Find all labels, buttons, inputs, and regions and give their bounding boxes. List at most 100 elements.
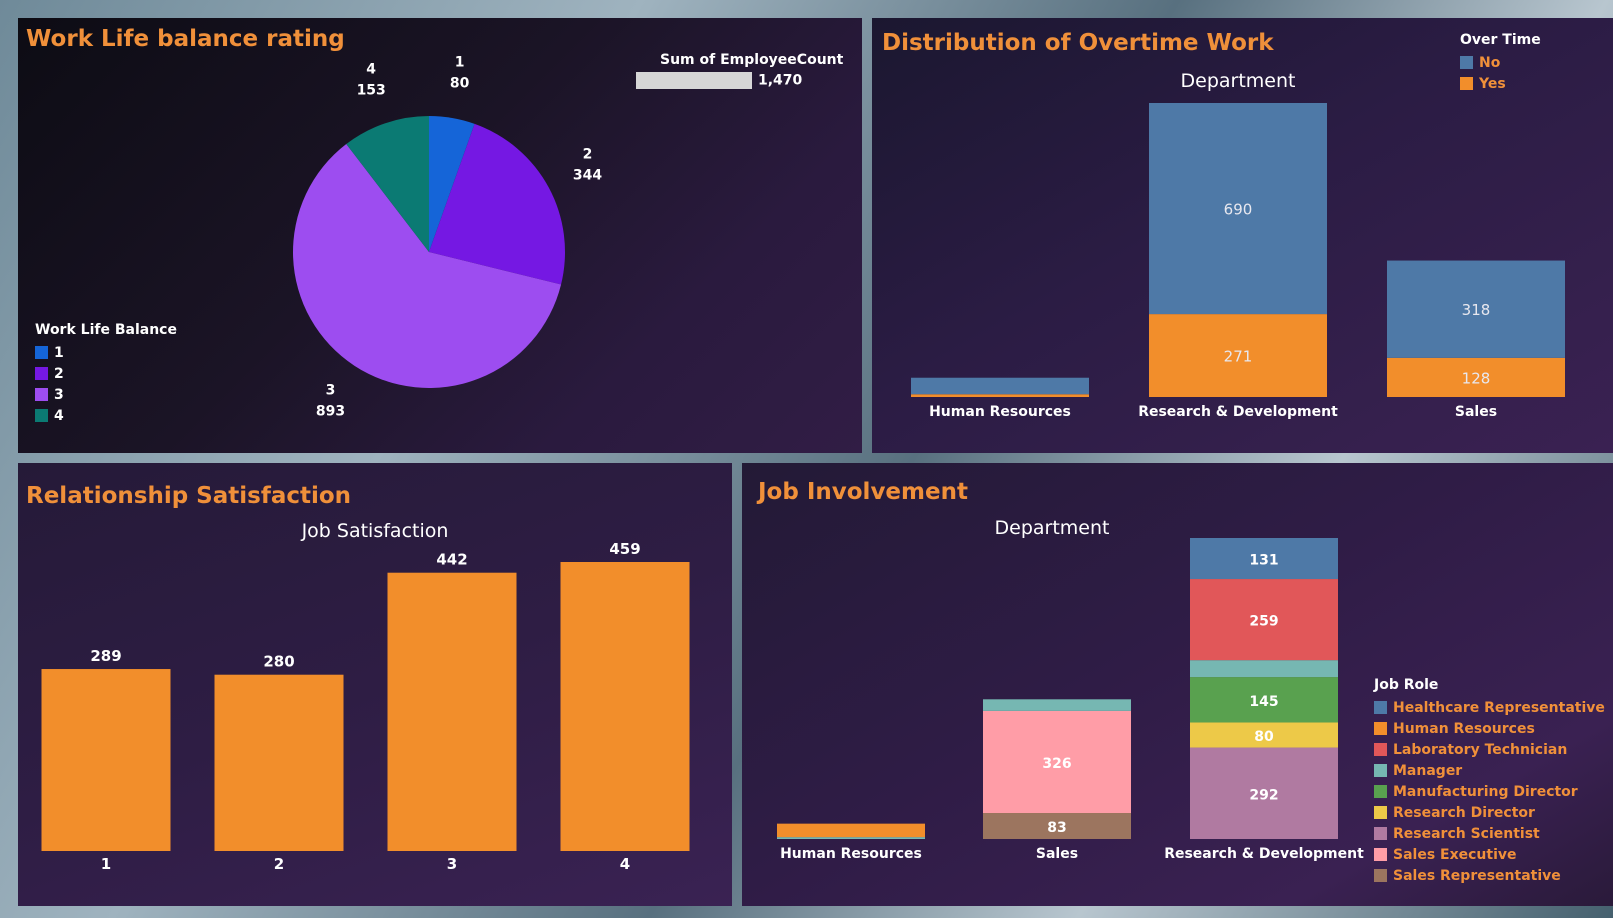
- bar-value-label: 459: [609, 540, 640, 558]
- legend-swatch: [1374, 785, 1387, 798]
- legend-item-sales-representative[interactable]: Sales Representative: [1374, 865, 1605, 886]
- pie-slice-2[interactable]: [429, 123, 565, 285]
- bar-segment-human-resources-no[interactable]: [911, 377, 1089, 395]
- legend-label: Laboratory Technician: [1393, 741, 1568, 758]
- legend-swatch: [1374, 764, 1387, 777]
- bar-segment-research-development-healthcare-representative[interactable]: [1190, 538, 1338, 580]
- legend-label: No: [1479, 54, 1501, 71]
- category-axis-label: 1: [101, 855, 111, 873]
- bar-segment-research-development-manager[interactable]: [1190, 660, 1338, 678]
- relationship-satisfaction-bar-chart: 289 1 280 2 442 3 459 4: [41, 540, 690, 873]
- bar-segment-research-development-research-director[interactable]: [1190, 722, 1338, 748]
- category-axis-label: Research & Development: [1138, 404, 1338, 420]
- legend-item-human-resources[interactable]: Human Resources: [1374, 718, 1605, 739]
- bar-3[interactable]: [387, 572, 517, 851]
- sum-employee-count-legend: Sum of EmployeeCount 1,470: [636, 52, 843, 89]
- legend-swatch: [35, 388, 48, 401]
- category-axis-label: Sales: [1455, 404, 1497, 420]
- pie-label-value: 893: [316, 404, 345, 420]
- legend-swatch: [1374, 722, 1387, 735]
- legend-swatch: [35, 346, 48, 359]
- pie-label-category: 2: [583, 147, 593, 163]
- bar-4[interactable]: [560, 562, 690, 851]
- bar-value-label: 289: [90, 647, 121, 665]
- work-life-balance-pie-chart: 1 80 2 344 3 893 4 153: [292, 55, 602, 420]
- bar-segment-research-development-research-scientist[interactable]: [1190, 747, 1338, 839]
- bar-segment-research-development-yes[interactable]: [1149, 314, 1327, 397]
- bar-value-label: 442: [436, 551, 467, 569]
- legend-swatch: [1460, 77, 1473, 90]
- pie-slice-3[interactable]: [292, 144, 562, 389]
- bar-value-label: 271: [1224, 348, 1253, 366]
- bar-segment-sales-sales-executive[interactable]: [983, 710, 1131, 814]
- legend-label: Research Director: [1393, 804, 1535, 821]
- bar-segment-human-resources-human-resources[interactable]: [777, 823, 925, 838]
- legend-item-1[interactable]: 1: [35, 342, 177, 363]
- pie-slice-4[interactable]: [346, 116, 429, 252]
- legend-label: 3: [54, 386, 64, 403]
- legend-item-4[interactable]: 4: [35, 405, 177, 426]
- work-life-balance-panel: Work Life balance rating Sum of Employee…: [18, 18, 862, 453]
- pie-label-value: 153: [357, 83, 386, 99]
- legend-label: Yes: [1479, 75, 1506, 92]
- legend-item-3[interactable]: 3: [35, 384, 177, 405]
- bar-segment-research-development-no[interactable]: [1149, 103, 1327, 315]
- bar-segment-research-development-manufacturing-director[interactable]: [1190, 677, 1338, 723]
- bar-segment-sales-manager[interactable]: [983, 699, 1131, 711]
- legend-swatch: [1460, 56, 1473, 69]
- legend-title: Work Life Balance: [35, 322, 177, 338]
- legend-item-laboratory-technician[interactable]: Laboratory Technician: [1374, 739, 1605, 760]
- legend-swatch: [1374, 848, 1387, 861]
- legend-label: Sales Representative: [1393, 867, 1561, 884]
- pie-label-category: 4: [366, 62, 376, 78]
- legend-label: Manufacturing Director: [1393, 783, 1578, 800]
- legend-item-healthcare-representative[interactable]: Healthcare Representative: [1374, 697, 1605, 718]
- legend-swatch: [35, 367, 48, 380]
- legend-swatch: [1374, 806, 1387, 819]
- legend-item-research-scientist[interactable]: Research Scientist: [1374, 823, 1605, 844]
- overtime-legend: Over Time No Yes: [1460, 32, 1541, 94]
- category-axis-label: Sales: [1036, 846, 1078, 862]
- legend-item-sales-executive[interactable]: Sales Executive: [1374, 844, 1605, 865]
- pie-label-category: 3: [326, 383, 336, 399]
- work-life-balance-title: Work Life balance rating: [26, 26, 345, 52]
- legend-item-2[interactable]: 2: [35, 363, 177, 384]
- pie-label-value: 80: [450, 76, 470, 92]
- overtime-title: Distribution of Overtime Work: [882, 30, 1274, 56]
- bar-value-label: 83: [1047, 820, 1066, 836]
- bar-value-label: 326: [1042, 756, 1071, 772]
- bar-value-label: 318: [1462, 301, 1491, 319]
- legend-item-research-director[interactable]: Research Director: [1374, 802, 1605, 823]
- legend-label: Research Scientist: [1393, 825, 1540, 842]
- pie-label-category: 1: [455, 55, 465, 71]
- legend-item-no[interactable]: No: [1460, 52, 1541, 73]
- legend-label: 1: [54, 344, 64, 361]
- legend-item-manager[interactable]: Manager: [1374, 760, 1605, 781]
- legend-title: Job Role: [1374, 677, 1439, 693]
- bar-value-label: 131: [1249, 553, 1278, 569]
- bar-value-label: 280: [263, 653, 294, 671]
- bar-2[interactable]: [214, 674, 344, 851]
- job-role-legend: Job Role Healthcare Representative Human …: [1374, 677, 1605, 886]
- bar-segment-sales-yes[interactable]: [1387, 357, 1565, 397]
- sum-legend-value: 1,470: [758, 72, 803, 89]
- legend-swatch: [1374, 827, 1387, 840]
- bar-segment-human-resources-yes[interactable]: [911, 394, 1089, 397]
- legend-label: 4: [54, 407, 64, 424]
- bar-segment-sales-sales-representative[interactable]: [983, 813, 1131, 839]
- legend-item-manufacturing-director[interactable]: Manufacturing Director: [1374, 781, 1605, 802]
- category-axis-label: Research & Development: [1164, 846, 1364, 862]
- bar-segment-sales-no[interactable]: [1387, 260, 1565, 358]
- overtime-panel: Distribution of Overtime Work Department…: [872, 18, 1613, 453]
- bar-segment-human-resources-manager[interactable]: [777, 837, 925, 839]
- category-axis-label: Human Resources: [929, 404, 1071, 420]
- legend-item-yes[interactable]: Yes: [1460, 73, 1541, 94]
- legend-label: Manager: [1393, 762, 1463, 779]
- overtime-column-header: Department: [1180, 70, 1296, 92]
- pie-slice-1[interactable]: [429, 116, 475, 252]
- overtime-stacked-bar-chart: Human Resources 271 690 Research & Developm…: [911, 103, 1565, 420]
- legend-swatch: [1374, 743, 1387, 756]
- bar-segment-research-development-laboratory-technician[interactable]: [1190, 579, 1338, 661]
- bar-1[interactable]: [41, 669, 171, 851]
- category-axis-label: 3: [447, 855, 457, 873]
